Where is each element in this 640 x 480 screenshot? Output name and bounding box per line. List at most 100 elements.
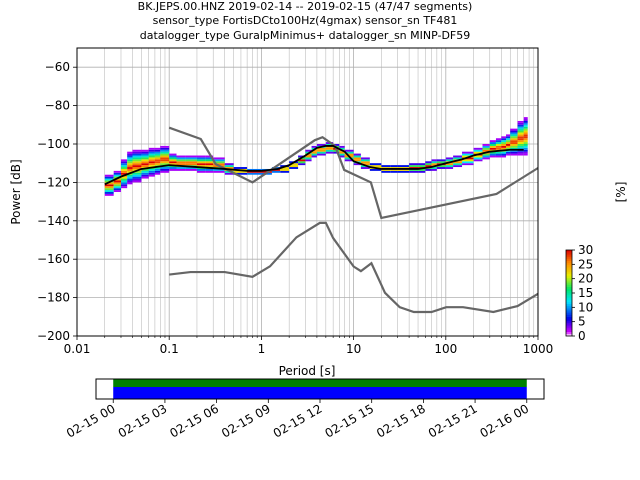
psd-cell xyxy=(517,134,524,137)
psd-cell xyxy=(169,161,177,164)
x-tick-label: 1000 xyxy=(523,342,554,356)
psd-cell xyxy=(141,161,149,164)
psd-cell xyxy=(120,170,128,173)
psd-cell xyxy=(360,167,370,169)
psd-cell xyxy=(445,167,454,169)
psd-cell xyxy=(517,132,524,135)
colorbar-tick-label: 30 xyxy=(578,243,593,257)
psd-cell xyxy=(141,176,149,179)
psd-cell xyxy=(132,180,142,183)
psd-cell xyxy=(482,155,490,158)
colorbar-tick-label: 0 xyxy=(578,329,586,343)
psd-cell xyxy=(311,155,317,158)
psd-cell xyxy=(390,168,398,171)
psd-cell xyxy=(517,149,524,152)
psd-cell xyxy=(409,167,419,169)
y-axis-ticks: −200 −180 −160 −140 −120 −100 −80 −60 xyxy=(37,60,77,343)
psd-cell xyxy=(506,142,511,144)
psd-cell xyxy=(473,159,483,162)
colorbar-segment xyxy=(566,271,572,274)
psd-cell xyxy=(196,168,206,171)
psd-cell xyxy=(501,153,507,156)
psd-cell xyxy=(104,192,114,194)
psd-cell xyxy=(523,136,528,139)
psd-cell xyxy=(127,161,133,164)
psd-cell xyxy=(462,157,474,160)
psd-cell xyxy=(127,178,133,181)
psd-cell xyxy=(501,144,507,146)
psd-cell xyxy=(213,159,225,162)
psd-cell xyxy=(120,176,128,179)
psd-cell xyxy=(409,163,419,166)
psd-cell xyxy=(205,155,214,158)
psd-cell xyxy=(113,172,121,175)
psd-cell xyxy=(120,167,128,169)
psd-cell xyxy=(517,120,524,123)
colorbar-segment xyxy=(566,312,572,315)
psd-cell xyxy=(445,157,454,160)
psd-cell xyxy=(445,163,454,166)
psd-cell xyxy=(104,178,114,181)
psd-cell xyxy=(132,155,142,158)
colorbar-segment xyxy=(566,305,572,309)
psd-cell xyxy=(501,145,507,148)
psd-cell xyxy=(523,124,528,127)
psd-cell xyxy=(311,149,317,152)
psd-cell xyxy=(431,168,437,171)
psd-cell xyxy=(160,151,170,154)
psd-cell xyxy=(176,155,186,158)
psd-cell xyxy=(473,147,483,150)
psd-cell xyxy=(148,147,155,150)
mean-psd-line xyxy=(104,145,524,186)
psd-cell xyxy=(495,153,502,156)
psd-cell xyxy=(353,153,361,156)
psd-cell xyxy=(132,170,142,173)
psd-cell xyxy=(132,157,142,160)
coverage-bar-data xyxy=(113,387,527,399)
psd-cell xyxy=(176,168,186,171)
psd-cell xyxy=(339,147,345,150)
psd-cell xyxy=(506,145,511,148)
psd-cell xyxy=(482,157,490,160)
psd-cell xyxy=(311,145,317,148)
psd-cell xyxy=(344,149,354,152)
psd-cell xyxy=(104,193,114,196)
psd-cell xyxy=(213,161,225,164)
psd-cell xyxy=(397,167,410,169)
psd-cell xyxy=(148,155,155,158)
psd-cell xyxy=(353,155,361,158)
colorbar-segment xyxy=(566,288,572,292)
psd-cell xyxy=(247,168,262,171)
psd-cell xyxy=(316,151,326,154)
psd-cell xyxy=(316,147,326,150)
psd-cell xyxy=(196,170,206,173)
psd-cell xyxy=(213,168,225,171)
psd-cell xyxy=(233,167,248,169)
psd-cell xyxy=(160,168,170,171)
psd-cell xyxy=(453,161,463,164)
psd-cell xyxy=(501,151,507,154)
title-line-2: sensor_type FortisDCto100Hz(4gmax) senso… xyxy=(153,14,458,27)
psd-cell xyxy=(185,163,197,166)
colorbar-label: [%] xyxy=(614,182,628,203)
colorbar-segment xyxy=(566,275,572,279)
colorbar-segment xyxy=(566,297,572,300)
psd-cell xyxy=(482,153,490,156)
timeline-tick-label: 02-15 06 xyxy=(167,401,221,440)
psd-cell xyxy=(104,184,114,187)
psd-cell xyxy=(127,165,133,168)
psd-cell xyxy=(176,157,186,160)
psd-cell xyxy=(409,165,419,168)
psd-cell xyxy=(506,140,511,143)
psd-cell xyxy=(482,147,490,150)
psd-cell xyxy=(381,167,391,169)
timeline-tick-label: 02-15 00 xyxy=(64,401,118,440)
psd-cell xyxy=(305,159,312,162)
psd-cell xyxy=(523,138,528,141)
psd-cell xyxy=(154,153,161,156)
psd-cell xyxy=(501,142,507,144)
psd-cell xyxy=(154,147,161,150)
psd-cell xyxy=(333,144,340,146)
psd-cell xyxy=(141,170,149,173)
